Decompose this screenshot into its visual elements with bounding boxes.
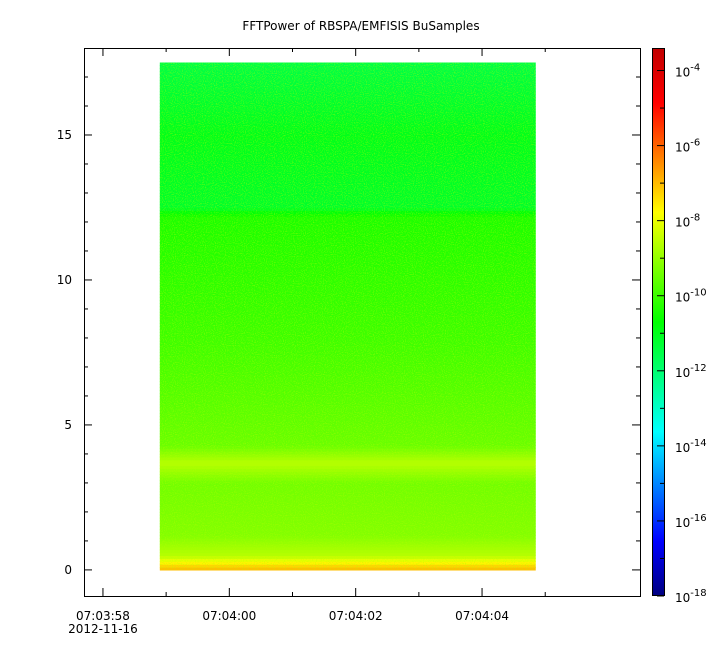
x-tick-label: 07:04:02	[329, 609, 383, 623]
colorbar-tick-base: 10	[675, 291, 690, 305]
x-tick-label: 07:03:58	[76, 609, 130, 623]
colorbar-tick-exponent: -6	[690, 138, 700, 149]
colorbar-tick-base: 10	[675, 441, 690, 455]
y-tick-label: 15	[57, 128, 72, 142]
colorbar-tick-label: 10-8	[675, 213, 700, 230]
x-tick-label: 07:04:00	[202, 609, 256, 623]
y-tick-label: 0	[64, 563, 72, 577]
colorbar-tick-base: 10	[675, 216, 690, 230]
colorbar-tick-base: 10	[675, 516, 690, 530]
colorbar-tick-exponent: -4	[690, 63, 700, 74]
x-tick-label: 07:04:04	[455, 609, 509, 623]
colorbar-tick-exponent: -18	[690, 588, 706, 599]
spectrogram-noise	[159, 62, 536, 570]
colorbar-tick-label: 10-4	[675, 63, 700, 80]
colorbar-tick-base: 10	[675, 591, 690, 605]
colorbar-tick-exponent: -14	[690, 438, 706, 449]
y-axis-tick-labels: 0 5 10 15	[57, 128, 72, 577]
colorbar-tick-base: 10	[675, 366, 690, 380]
colorbar-tick-exponent: -16	[690, 513, 706, 524]
plot-frame	[84, 48, 641, 597]
colorbar-tick-base: 10	[675, 66, 690, 80]
chart-title: FFTPower of RBSPA/EMFISIS BuSamples	[242, 19, 479, 33]
colorbar-tick-label: 10-10	[675, 288, 707, 305]
y-tick-label: 5	[64, 418, 72, 432]
colorbar-tick-label: 10-6	[675, 138, 700, 155]
plot-area	[84, 48, 641, 597]
colorbar-strip	[652, 48, 664, 596]
y-tick-label: 10	[57, 273, 72, 287]
colorbar-tick-label: 10-14	[675, 438, 707, 455]
colorbar-tick-label: 10-16	[675, 513, 707, 530]
colorbar-tick-label: 10-12	[675, 363, 707, 380]
colorbar-tick-label: 10-18	[675, 588, 707, 605]
colorbar-tick-base: 10	[675, 141, 690, 155]
colorbar-tick-exponent: -12	[690, 363, 706, 374]
colorbar-tick-exponent: -10	[690, 288, 706, 299]
x-tick-date-label: 2012-11-16	[68, 622, 138, 636]
colorbar-tick-exponent: -8	[690, 213, 700, 224]
